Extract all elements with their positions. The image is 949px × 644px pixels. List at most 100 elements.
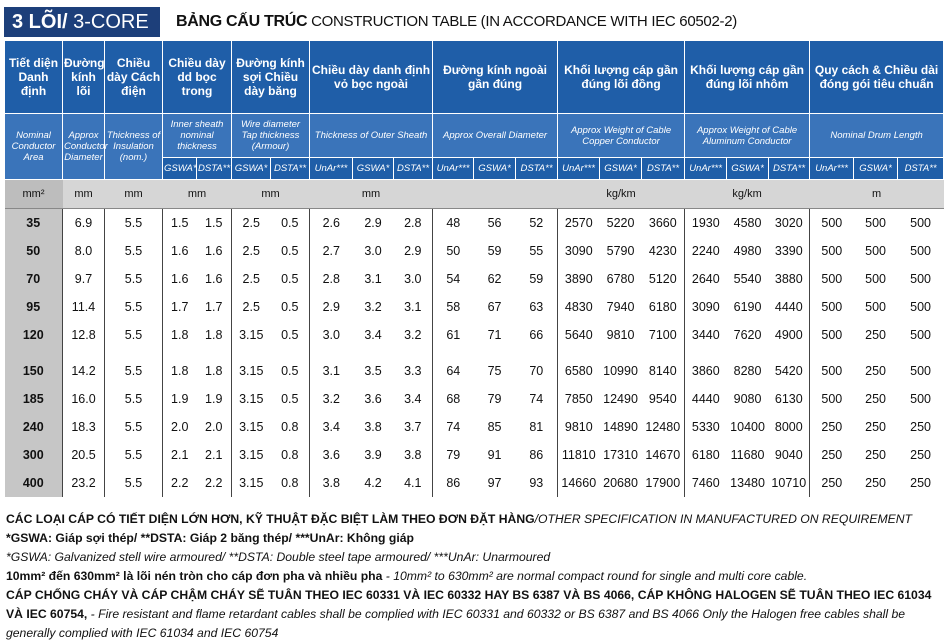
unit-cell: mm (62, 179, 105, 209)
spacer-cell (642, 349, 685, 357)
cell: 86 (529, 448, 544, 462)
column-header: Đường kính sợi Chiều dày băng (230, 40, 311, 114)
unit-cell: mm (309, 179, 433, 209)
cell: 3020 (774, 216, 803, 230)
cell: 2.8 (309, 265, 353, 293)
cell: 6780 (606, 272, 635, 286)
cell: 17900 (645, 476, 681, 490)
column-header: Khối lượng cáp gần đúng lõi đồng (557, 40, 686, 114)
cell: 3.15 (231, 413, 271, 441)
cell: 1930 (684, 208, 727, 237)
cell: 250 (865, 328, 886, 342)
cell: 1.7 (162, 293, 197, 321)
cell: 500 (865, 244, 886, 258)
cell: 8280 (733, 364, 762, 378)
cell: 5420 (774, 364, 803, 378)
cell: 500 (809, 357, 854, 385)
header-row: Tiết diện Danh định Đường kính lõi Chiều d… (4, 40, 945, 114)
sub-header: DSTA** (196, 157, 232, 180)
cell: 1.6 (205, 244, 223, 258)
cell: 9540 (648, 392, 677, 406)
cell: 3090 (684, 293, 727, 321)
column-header-en: Approx Conductor Diameter (62, 113, 108, 180)
sub-header: GSWA* (726, 157, 770, 180)
cell: 55 (529, 244, 544, 258)
cell: 5.5 (104, 413, 163, 441)
cell: 5.5 (104, 208, 163, 237)
cell: 2.6 (309, 208, 353, 237)
cell: 250 (910, 448, 931, 462)
cell: 0.8 (281, 448, 299, 462)
cell: 59 (529, 272, 544, 286)
sub-header: DSTA** (768, 157, 811, 180)
cell: 2.5 (231, 208, 271, 237)
cell: 0.5 (281, 244, 299, 258)
column-header: Chiều dày Cách điện (104, 40, 163, 114)
cell: 2240 (684, 237, 727, 265)
column-header-en: Thickness of Insulation (nom.) (104, 113, 163, 180)
cell: 8000 (774, 420, 803, 434)
cell: 66 (529, 328, 544, 342)
cell: 3.4 (364, 328, 382, 342)
cell: 5.5 (104, 357, 163, 385)
spacer-cell (557, 349, 600, 357)
cell: 14660 (557, 469, 600, 497)
cell: 1.6 (162, 265, 197, 293)
cell: 61 (432, 321, 474, 349)
cell: 7100 (648, 328, 677, 342)
cell: 0.5 (281, 216, 299, 230)
cell: 3390 (774, 244, 803, 258)
cell: 14890 (603, 420, 638, 434)
data-row: 300 20.5 5.5 2.1 2.1 3.15 0.8 3.6 3.9 3.8 79 91 86 11… (4, 441, 944, 469)
unit-cell: kg/km (684, 179, 810, 209)
row-header: 300 (4, 441, 63, 469)
spacer-cell (394, 349, 433, 357)
cell: 2.1 (162, 441, 197, 469)
cell: 3.1 (364, 272, 382, 286)
sub-header: GSWA* (853, 157, 899, 180)
cell: 67 (487, 300, 502, 314)
cell: 2.9 (309, 293, 353, 321)
unit-cell: mm² (4, 179, 63, 209)
cell: 86 (432, 469, 474, 497)
cell: 5.5 (104, 265, 163, 293)
cell: 48 (432, 208, 474, 237)
sub-header: GSWA* (162, 157, 197, 180)
column-header-en: Approx Overall Diameter (432, 113, 559, 158)
cell: 2.0 (205, 420, 223, 434)
spacer-cell (516, 349, 558, 357)
spacer-cell (809, 349, 854, 357)
cell: 3.15 (231, 469, 271, 497)
row-header: 95 (4, 293, 63, 321)
cell: 1.9 (205, 392, 223, 406)
sub-header: DSTA** (897, 157, 945, 180)
column-header-en: Inner sheath nominal thickness (162, 113, 232, 158)
sub-row: GSWA* DSTA** GSWA* DSTA** UnAr*** GSWA* DSTA**… (5, 157, 945, 180)
cell: 2.9 (364, 216, 382, 230)
cell: 4440 (774, 300, 803, 314)
column-header-en: Nominal Conductor Area (4, 113, 63, 180)
cell: 1.8 (205, 364, 223, 378)
cell: 79 (487, 392, 502, 406)
column-header-en: Nominal Drum Length (809, 113, 945, 158)
spacer-cell (104, 349, 163, 357)
cell: 11680 (730, 448, 765, 462)
cell: 500 (910, 244, 931, 258)
cell: 93 (529, 476, 544, 490)
cell: 1.5 (162, 208, 197, 237)
cell: 500 (910, 364, 931, 378)
cell: 2.0 (162, 413, 197, 441)
cell: 10710 (771, 476, 807, 490)
notes: CÁC LOẠI CÁP CÓ TIẾT DIỆN LỚN HƠN, KỸ TH… (6, 510, 941, 643)
cell: 6130 (774, 392, 803, 406)
column-header-en: Approx Weight of Cable Aluminum Conducto… (684, 113, 811, 158)
cell: 500 (865, 272, 886, 286)
cell: 500 (809, 265, 854, 293)
cell: 91 (487, 448, 502, 462)
cell: 2.7 (309, 237, 353, 265)
cell: 4.2 (364, 476, 382, 490)
cell: 3.15 (231, 385, 271, 413)
cell: 81 (529, 420, 544, 434)
cell: 5220 (606, 216, 635, 230)
cell: 12.8 (62, 321, 105, 349)
